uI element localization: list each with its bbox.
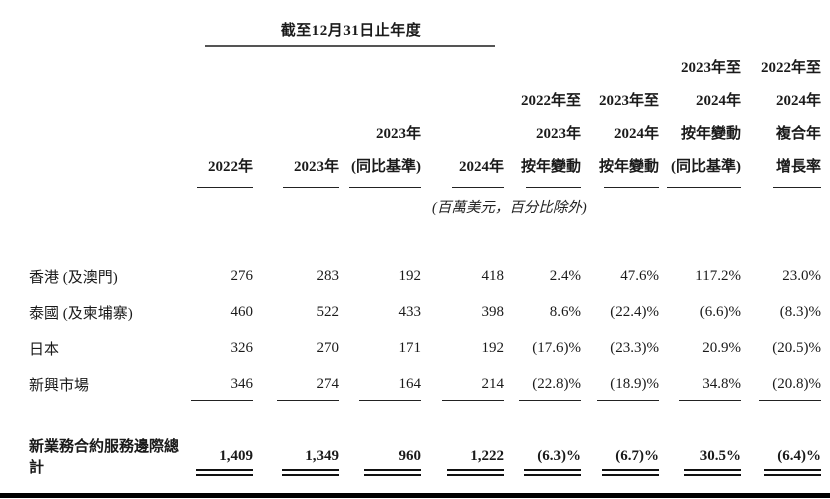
row-label: 香港 (及澳門) xyxy=(29,269,118,286)
total-value: (6.7)% xyxy=(581,448,659,476)
cell-value: 171 xyxy=(398,339,422,356)
unit-note: (百萬美元，百分比除外) xyxy=(432,200,587,216)
total-value: 1,409 xyxy=(189,448,253,476)
cell-value: (20.5)% xyxy=(772,339,821,356)
page-bottom-rule xyxy=(0,493,830,498)
cell-value: 460 xyxy=(230,303,254,320)
column-header-yoy-2023-2024: 2023年至 2024年 按年變動 xyxy=(581,85,659,188)
cell-value: 34.8% xyxy=(659,376,741,401)
table-header-row: 2022年 2023年 2023年 (同比基準) 2024年 2022年至 20… xyxy=(29,50,821,188)
cell-value: (18.9)% xyxy=(581,376,659,401)
cell-value: 418 xyxy=(481,267,505,284)
column-header-cagr: 2022年至 2024年 複合年 增長率 xyxy=(741,52,821,188)
total-value: 1,222 xyxy=(421,448,504,476)
cell-value: 2.4% xyxy=(549,267,581,284)
cell-value: 20.9% xyxy=(702,339,741,356)
cell-value: 433 xyxy=(398,303,422,320)
cell-value: 192 xyxy=(481,339,505,356)
cell-value: 346 xyxy=(189,376,253,401)
cell-value: (23.3)% xyxy=(610,339,659,356)
cell-value: 522 xyxy=(316,303,340,320)
cell-value: (8.3)% xyxy=(779,303,821,320)
cell-value: (20.8)% xyxy=(741,376,821,401)
total-value: (6.3)% xyxy=(504,448,581,476)
column-header-rule xyxy=(283,187,339,188)
cell-value: (22.8)% xyxy=(504,376,581,401)
row-label: 泰國 (及柬埔寨) xyxy=(29,305,133,322)
table-row-japan: 日本 326 270 171 192 (17.6)% (23.3)% 20.9%… xyxy=(29,330,821,366)
cell-value: 23.0% xyxy=(782,267,821,284)
cell-value: 274 xyxy=(253,376,339,401)
cell-value: (6.6)% xyxy=(699,303,741,320)
cell-value: 47.6% xyxy=(620,267,659,284)
cell-value: 192 xyxy=(398,267,422,284)
total-value: 30.5% xyxy=(659,448,741,476)
cell-value: 398 xyxy=(481,303,505,320)
table-row-emerging-markets: 新興市場 346 274 164 214 (22.8)% (18.9)% 34.… xyxy=(29,366,821,402)
column-header-rule xyxy=(773,187,821,188)
cell-value: 283 xyxy=(316,267,340,284)
cell-value: 117.2% xyxy=(695,267,741,284)
table-body: 香港 (及澳門) 276 283 192 418 2.4% 47.6% 117.… xyxy=(29,258,821,402)
column-header-2023-comparable: 2023年 (同比基準) xyxy=(339,118,421,188)
cell-value: (22.4)% xyxy=(610,303,659,320)
row-label: 日本 xyxy=(29,341,60,358)
column-header-2023: 2023年 xyxy=(253,151,339,188)
column-header-rule xyxy=(526,187,581,188)
total-value: 960 xyxy=(339,448,421,476)
column-header-rule xyxy=(604,187,659,188)
cell-value: 164 xyxy=(339,376,421,401)
cell-value: 276 xyxy=(230,267,254,284)
cell-value: (17.6)% xyxy=(532,339,581,356)
cell-value: 270 xyxy=(316,339,340,356)
cell-value: 214 xyxy=(421,376,504,401)
total-value: 1,349 xyxy=(253,448,339,476)
column-header-rule xyxy=(452,187,504,188)
total-value: (6.4)% xyxy=(741,448,821,476)
cell-value: 8.6% xyxy=(549,303,581,320)
table-row-thailand: 泰國 (及柬埔寨) 460 522 433 398 8.6% (22.4)% (… xyxy=(29,294,821,330)
total-row: 新業務合約服務邊際總計 1,409 1,349 960 1,222 (6.3)%… xyxy=(29,438,821,476)
table-row-hongkong: 香港 (及澳門) 276 283 192 418 2.4% 47.6% 117.… xyxy=(29,258,821,294)
table-group-header: 截至12月31日止年度 xyxy=(280,23,422,39)
column-header-yoy-comparable: 2023年至 2024年 按年變動 (同比基準) xyxy=(659,52,741,188)
row-label: 新興市場 xyxy=(29,377,90,394)
column-header-rule xyxy=(197,187,253,188)
group-header-rule xyxy=(205,45,495,47)
cell-value: 326 xyxy=(230,339,254,356)
total-label: 新業務合約服務邊際總計 xyxy=(29,439,180,476)
column-header-2022: 2022年 xyxy=(189,151,253,188)
column-header-rule xyxy=(667,187,741,188)
column-header-2024: 2024年 xyxy=(421,151,504,188)
column-header-rule xyxy=(349,187,421,188)
column-header-yoy-2022-2023: 2022年至 2023年 按年變動 xyxy=(504,85,581,188)
